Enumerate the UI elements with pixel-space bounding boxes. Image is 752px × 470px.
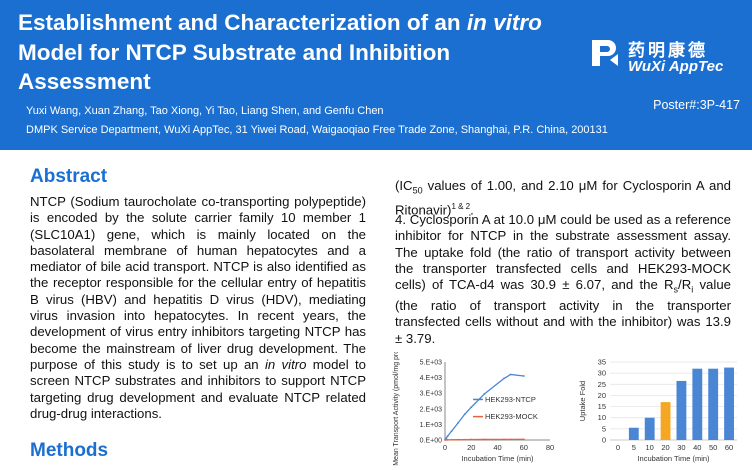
- results-p4-text-a: 4. Cyclosporin A at 10.0 μM could be use…: [395, 212, 731, 293]
- data-point: [446, 438, 449, 441]
- data-point: [463, 438, 466, 441]
- x-tick-label: 0: [616, 443, 620, 452]
- logo-cn-text: 药明康德: [628, 41, 708, 61]
- y-tick-label: 20: [598, 391, 606, 400]
- x-tick-label: 50: [709, 443, 717, 452]
- data-point: [445, 438, 448, 441]
- bar-5-min: [628, 427, 639, 440]
- bar-50-min: [708, 368, 719, 440]
- title-text-1: Establishment and Characterization of an: [18, 10, 467, 35]
- x-tick-label: 0: [443, 443, 447, 452]
- results-ic-sub: 50: [412, 185, 423, 196]
- legend-label: HEK293-MOCK: [485, 412, 538, 421]
- x-tick-label: 5: [632, 443, 636, 452]
- results-ic-values: values of 1.00, and 2.10 μM for Cyclospo…: [395, 178, 731, 218]
- data-point: [522, 375, 525, 377]
- y-tick-label: 4.E+03: [420, 375, 442, 382]
- data-point: [503, 377, 505, 380]
- y-tick-label: 1.E+03: [420, 422, 442, 429]
- abstract-text-1: NTCP (Sodium taurocholate co-transportin…: [30, 194, 366, 372]
- author-list: Yuxi Wang, Xuan Zhang, Tao Xiong, Yi Tao…: [26, 105, 384, 117]
- data-point: [450, 438, 453, 441]
- y-tick-label: 35: [598, 358, 606, 367]
- abstract-italic: in vitro: [264, 356, 307, 372]
- results-period: .: [470, 202, 474, 218]
- data-point: [450, 430, 453, 433]
- results-p4-sub-i: i: [691, 284, 694, 295]
- x-tick-label: 60: [725, 443, 733, 452]
- bar-40-min: [692, 368, 703, 440]
- wuxi-logo: 药明康德 WuXi AppTec: [588, 34, 740, 90]
- bar-60-min: [724, 367, 734, 440]
- bar-20-min: [660, 402, 671, 440]
- logo-mark-icon: [592, 40, 618, 66]
- y-tick-label: 5: [602, 424, 606, 433]
- y-axis-title: Mean Transport Activity (pmol/mg protein…: [393, 352, 400, 466]
- poster-header: Establishment and Characterization of an…: [0, 0, 752, 150]
- data-point: [446, 435, 449, 437]
- y-tick-label: 2.E+03: [420, 406, 442, 413]
- x-axis-title: Incubation Time (min): [637, 454, 710, 463]
- abstract-body: NTCP (Sodium taurocholate co-transportin…: [30, 194, 366, 422]
- data-point: [522, 438, 525, 441]
- data-point: [457, 421, 460, 424]
- results-p4-sub-s: s: [673, 284, 679, 295]
- data-point: [503, 438, 505, 441]
- results-p4-text-b: value (the ratio of transport activity i…: [395, 277, 731, 346]
- poster-title: Establishment and Characterization of an…: [18, 8, 558, 97]
- data-point: [444, 439, 446, 441]
- x-tick-label: 30: [677, 443, 685, 452]
- y-tick-label: 0.E+00: [420, 438, 442, 445]
- y-tick-label: 0: [602, 436, 606, 445]
- x-tick-label: 10: [646, 443, 654, 452]
- series-line-hek293-ntcp: [444, 373, 524, 441]
- x-axis-title: Incubation Time (min): [461, 454, 534, 463]
- uptake-fold-bar-chart: 0 5 10 15 20 25 30 35 0 5 10 20 30 40 50 60 Incubation T…: [578, 358, 737, 463]
- data-point: [483, 393, 486, 395]
- logo-en-text: WuXi AppTec: [628, 58, 724, 75]
- data-point: [483, 438, 486, 441]
- data-point: [509, 373, 512, 376]
- x-tick-label: 80: [546, 443, 554, 452]
- x-tick-label: 20: [661, 443, 669, 452]
- data-point: [470, 406, 473, 409]
- y-tick-label: 30: [598, 369, 606, 378]
- data-point: [463, 413, 466, 416]
- poster-id: Poster#:3P-417: [653, 98, 740, 112]
- data-point: [470, 438, 473, 441]
- data-point: [445, 437, 448, 440]
- transport-activity-line-chart: 0 20 40 60 80 0.E+00 1.E+03 2.E+03 3.E+03 4.E+03 5…: [393, 352, 554, 466]
- title-text-2: Model for NTCP Substrate and Inhibition …: [18, 39, 451, 95]
- x-tick-label: 40: [493, 443, 501, 452]
- y-tick-label: 3.E+03: [420, 391, 442, 398]
- bar-30-min: [676, 380, 687, 440]
- y-tick-label: 10: [598, 413, 606, 422]
- y-tick-label: 25: [598, 380, 606, 389]
- abstract-heading: Abstract: [30, 166, 108, 187]
- methods-heading: Methods: [30, 440, 109, 461]
- x-tick-label: 40: [693, 443, 701, 452]
- data-point: [457, 438, 460, 441]
- results-ic: (IC: [395, 178, 413, 193]
- title-italic: in vitro: [466, 10, 542, 35]
- results-ref-sup: 1 & 2: [451, 201, 471, 211]
- results-point-4: 4. Cyclosporin A at 10.0 μM could be use…: [395, 212, 731, 347]
- data-point: [509, 438, 512, 441]
- y-tick-label: 5.E+03: [420, 360, 442, 367]
- affiliation: DMPK Service Department, WuXi AppTec, 31…: [26, 124, 608, 136]
- x-tick-label: 20: [467, 443, 475, 452]
- y-axis-title: Uptake Fold: [578, 381, 587, 421]
- abstract-text-2: model to screen NTCP substrates and inhi…: [30, 356, 367, 421]
- results-p4-mid: /R: [678, 277, 692, 293]
- x-tick-label: 60: [520, 443, 528, 452]
- legend-label: HEK293-NTCP: [485, 395, 536, 404]
- y-tick-label: 15: [598, 402, 606, 411]
- results-line-1: (IC50 values of 1.00, and 2.10 μM for Cy…: [395, 178, 731, 219]
- bar-10-min: [644, 417, 655, 440]
